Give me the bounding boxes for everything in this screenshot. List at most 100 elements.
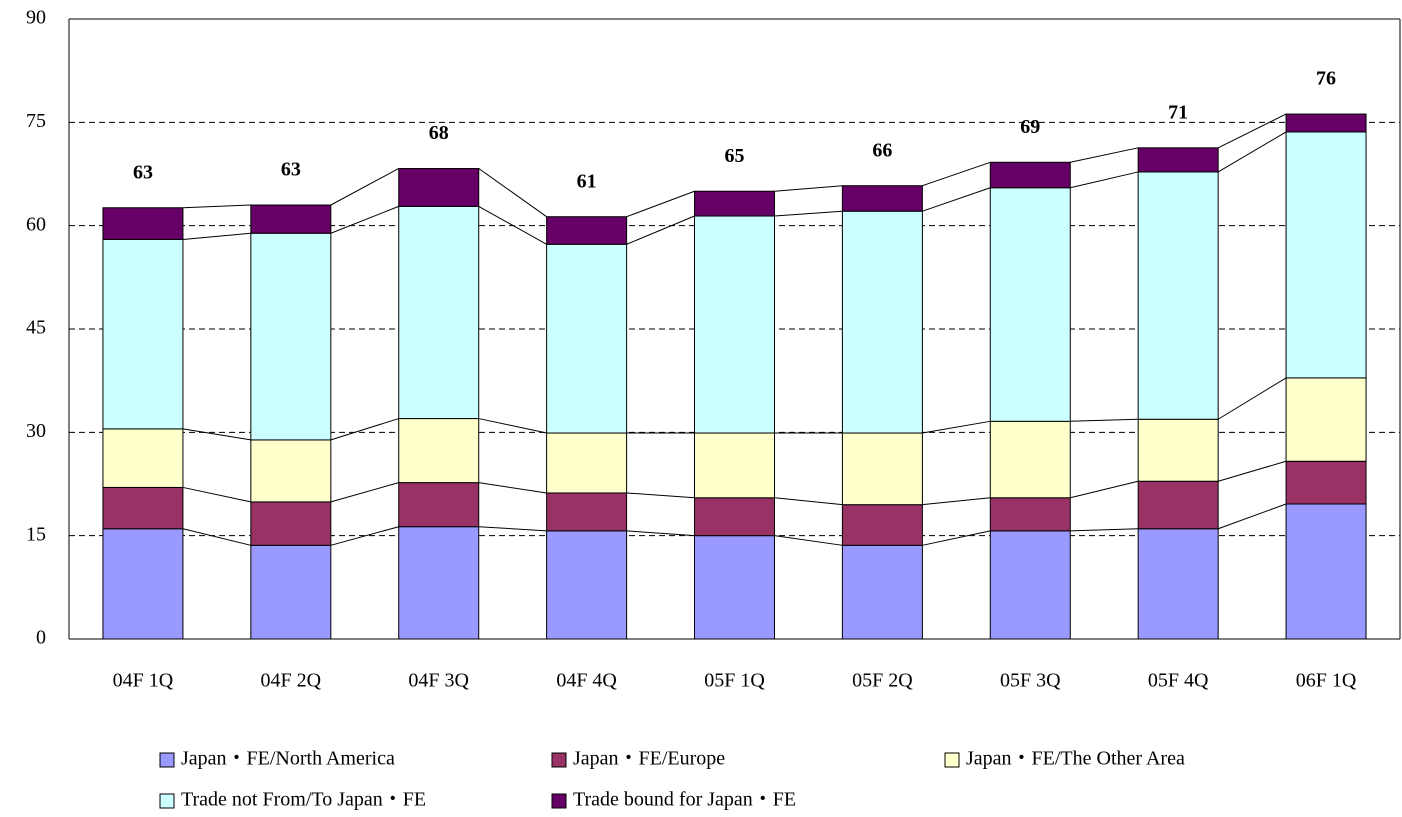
- total-label: 69: [1020, 116, 1040, 138]
- bar-segment: [841, 185, 923, 212]
- bar-segment: [250, 501, 332, 546]
- total-label: 61: [577, 170, 597, 192]
- bar-segment: [398, 167, 480, 207]
- bar-segment: [989, 187, 1071, 422]
- series-connector: [922, 497, 991, 506]
- series-connector: [182, 428, 251, 441]
- bar-segment: [250, 544, 332, 640]
- bar-segment: [102, 207, 184, 240]
- total-label: 65: [725, 145, 745, 167]
- series-connector: [330, 168, 399, 206]
- series-connector: [1217, 131, 1287, 173]
- bar-segment: [546, 216, 628, 245]
- x-tick-label: 06F 1Q: [1296, 670, 1357, 692]
- series-connector: [330, 482, 399, 503]
- bar-segment: [694, 535, 775, 640]
- bar-segment: [546, 492, 628, 532]
- bar-segment: [989, 530, 1071, 640]
- total-label: 71: [1168, 101, 1188, 123]
- y-tick-label: 75: [26, 110, 46, 132]
- bar-segment: [1137, 171, 1219, 420]
- series-connector: [478, 168, 547, 218]
- series-connector: [922, 187, 991, 212]
- bar-segment: [841, 504, 923, 546]
- bar-segment: [1285, 460, 1367, 505]
- total-label: 63: [281, 159, 301, 181]
- series-connector: [1217, 503, 1287, 530]
- series-connector: [478, 418, 547, 434]
- bar-segment: [250, 204, 332, 234]
- series-connector: [478, 482, 547, 494]
- series-connector: [182, 232, 251, 240]
- x-tick-label: 04F 1Q: [113, 670, 174, 692]
- bar-segment: [398, 526, 480, 640]
- series-connector: [626, 190, 695, 218]
- series-connector: [1070, 418, 1139, 422]
- legend-swatch: [159, 793, 175, 809]
- bar-segment: [1285, 113, 1367, 133]
- bar-segment: [102, 428, 184, 488]
- series-connector: [1070, 528, 1139, 532]
- total-label: 63: [133, 161, 153, 183]
- x-tick-label: 05F 1Q: [704, 670, 765, 692]
- series-connector: [330, 205, 399, 234]
- x-tick-label: 05F 2Q: [852, 670, 913, 692]
- series-connector: [1070, 171, 1139, 189]
- bar-segment: [398, 482, 480, 528]
- y-tick-label: 30: [26, 420, 46, 442]
- y-tick-label: 45: [26, 317, 46, 339]
- bar-segment: [1285, 131, 1367, 379]
- series-connector: [922, 420, 991, 434]
- bar-segment: [841, 210, 923, 434]
- series-connector: [182, 486, 251, 503]
- series-connector: [626, 530, 695, 537]
- total-label: 68: [429, 122, 449, 144]
- total-label: 76: [1316, 68, 1336, 90]
- bar-segment: [250, 439, 332, 503]
- bar-segment: [250, 232, 332, 441]
- series-connector: [330, 526, 399, 546]
- y-tick-label: 15: [26, 523, 46, 545]
- bar-segment: [694, 215, 775, 434]
- series-connector: [774, 535, 843, 546]
- bar-segment: [102, 238, 184, 430]
- legend-label: Trade not From/To Japan・FE: [181, 789, 426, 811]
- x-tick-label: 04F 4Q: [556, 670, 617, 692]
- bar-segment: [989, 420, 1071, 499]
- bar-segment: [1285, 503, 1367, 640]
- x-tick-label: 05F 4Q: [1148, 670, 1209, 692]
- x-tick-label: 04F 2Q: [261, 670, 322, 692]
- x-tick-label: 04F 3Q: [408, 670, 469, 692]
- series-connector: [1218, 460, 1287, 482]
- bar-segment: [1137, 147, 1219, 173]
- bar-segment: [546, 530, 628, 640]
- bar-segment: [398, 418, 480, 484]
- legend-label: Trade bound for Japan・FE: [573, 789, 796, 811]
- series-connector: [182, 528, 251, 546]
- series-connector: [922, 161, 991, 187]
- y-tick-label: 90: [26, 7, 46, 29]
- bar-segment: [694, 432, 775, 499]
- series-connector: [1217, 377, 1287, 420]
- legend-swatch: [159, 752, 175, 768]
- bar-segment: [546, 243, 628, 434]
- bar-segment: [1285, 377, 1367, 462]
- y-tick-label: 60: [26, 213, 46, 235]
- legend-swatch: [551, 793, 567, 809]
- series-connector: [1070, 147, 1139, 163]
- series-connector: [1217, 113, 1287, 149]
- series-connector: [626, 215, 695, 245]
- total-label: 66: [872, 139, 892, 161]
- bar-segment: [1137, 528, 1219, 640]
- bar-segment: [1137, 480, 1219, 530]
- series-connector: [774, 185, 843, 192]
- series-connector: [774, 497, 843, 506]
- bar-segment: [841, 432, 923, 506]
- series-connector: [626, 492, 695, 499]
- x-tick-label: 05F 3Q: [1000, 670, 1061, 692]
- bar-segment: [102, 486, 184, 530]
- bar-segment: [398, 205, 480, 420]
- bar-segment: [546, 432, 628, 494]
- legend-label: Japan・FE/North America: [181, 748, 395, 770]
